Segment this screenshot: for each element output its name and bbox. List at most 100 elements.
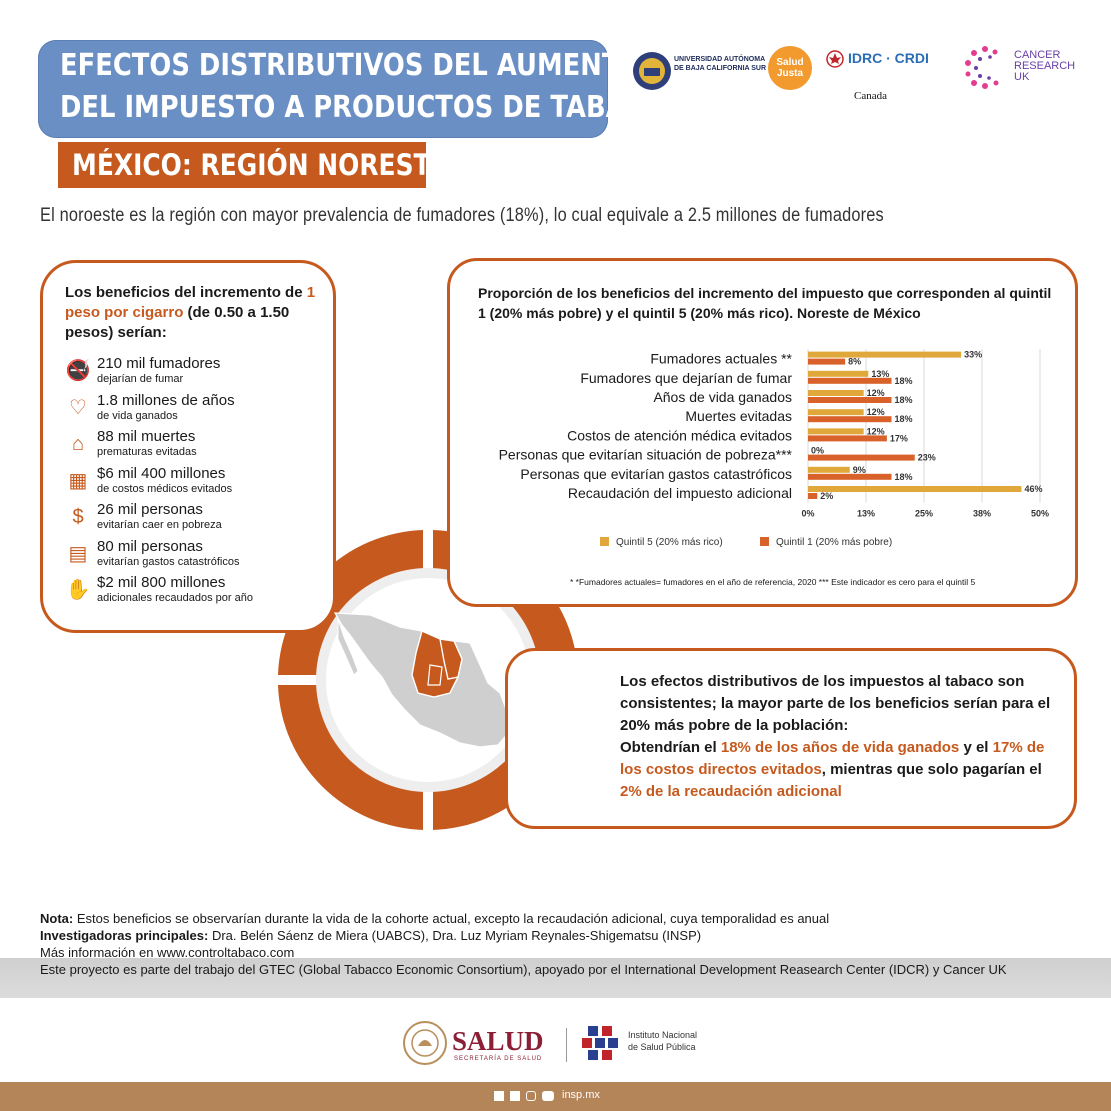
- salud-subtitle: SECRETARÍA DE SALUD: [454, 1056, 543, 1062]
- bar-quintil5: [808, 409, 864, 416]
- uabcs-seal-icon: [633, 52, 671, 90]
- cancer-name-3: UK: [1014, 71, 1030, 83]
- chart-title: Proporción de los beneficios del increme…: [478, 285, 1052, 321]
- bar-quintil1: [808, 435, 887, 442]
- bar-quintil5: [808, 486, 1022, 492]
- benefit-description: de vida ganados: [97, 409, 178, 422]
- twitter-icon[interactable]: [510, 1091, 520, 1101]
- category-label: Personas que evitarían gastos catastrófi…: [520, 466, 792, 482]
- category-label: Años de vida ganados: [653, 389, 792, 405]
- maple-leaf-icon: [826, 50, 844, 68]
- data-label: 2%: [820, 491, 833, 501]
- benefit-item: ♡ 1.8 millones de años de vida ganados: [65, 392, 325, 428]
- data-label: 12%: [867, 426, 885, 436]
- idrc-name: IDRC · CRDI: [848, 50, 929, 66]
- invoice-icon: ▤: [68, 542, 88, 565]
- medical-costs-icon: ▦: [68, 469, 88, 492]
- salud-justa-2: Justa: [776, 68, 804, 79]
- hand-money-icon: ✋: [65, 579, 91, 601]
- title-banner: EFECTOS DISTRIBUTIVOS DEL AUMENTO DEL IM…: [38, 40, 666, 138]
- category-label: Recaudación del impuesto adicional: [568, 485, 792, 501]
- mexico-seal-icon: [403, 1021, 447, 1065]
- benefit-item: ✋ $2 mil 800 millones adicionales recaudad…: [65, 574, 325, 610]
- conclusion-card: Los efectos distributivos de los impuest…: [505, 648, 1077, 829]
- benefit-value: $2 mil 800 millones: [97, 574, 226, 591]
- legend-swatch: [600, 537, 609, 546]
- bar-quintil1: [808, 397, 892, 403]
- conclusion-text: Los efectos distributivos de los impuest…: [620, 673, 1051, 800]
- cancer-research-logo: CANCER RESEARCH UK: [962, 44, 1082, 94]
- data-label: 12%: [867, 388, 885, 398]
- bar-quintil1: [808, 493, 818, 499]
- salud-justa-logo: Salud Justa: [768, 46, 812, 90]
- benefit-description: evitarían caer en pobreza: [97, 519, 222, 531]
- category-label: Fumadores actuales **: [650, 351, 792, 367]
- benefit-description: de costos médicos evitados: [97, 482, 233, 495]
- chart-card: Proporción de los beneficios del increme…: [447, 258, 1078, 607]
- benefit-value: $6 mil 400 millones: [97, 464, 226, 482]
- idrc-logo: IDRC · CRDI Canada: [826, 48, 956, 108]
- title-line-2: DEL IMPUESTO A PRODUCTOS DE TABACO: [60, 90, 667, 125]
- region-title: MÉXICO: REGIÓN NORESTE: [72, 148, 448, 182]
- uabcs-name-1: UNIVERSIDAD AUTÓNOMA: [674, 56, 766, 63]
- social-url[interactable]: insp.mx: [562, 1089, 600, 1101]
- benefit-description: adicionales recaudados por año: [97, 592, 253, 604]
- cancer-research-dots-icon: [965, 46, 999, 89]
- tombstone-icon: ⌂: [71, 433, 85, 455]
- legend-swatch: [760, 537, 769, 546]
- x-tick-label: 0%: [801, 509, 814, 519]
- bar-quintil1: [808, 358, 846, 365]
- benefit-value: 88 mil muertes: [97, 428, 196, 445]
- benefits-heading: Los beneficios del incremento de 1 peso …: [65, 284, 316, 341]
- cancer-name-1: CANCER: [1014, 49, 1061, 61]
- insp-name-2: de Salud Pública: [628, 1042, 696, 1052]
- social-bar: insp.mx: [0, 1082, 1111, 1111]
- data-label: 46%: [1024, 484, 1042, 494]
- benefit-description: prematuras evitadas: [97, 446, 197, 458]
- x-tick-label: 13%: [857, 509, 875, 519]
- data-label: 23%: [918, 453, 936, 463]
- bar-quintil5: [808, 390, 864, 396]
- project-text: Este proyecto es parte del trabajo del G…: [40, 962, 1007, 977]
- bar-quintil5: [808, 351, 962, 358]
- uabcs-logo: UNIVERSIDAD AUTÓNOMA DE BAJA CALIFORNIA …: [632, 50, 766, 94]
- data-label: 17%: [890, 433, 908, 443]
- facebook-icon[interactable]: [494, 1091, 504, 1101]
- data-label: 12%: [867, 407, 885, 417]
- cancer-name-2: RESEARCH: [1014, 60, 1076, 72]
- bar-quintil1: [808, 473, 892, 480]
- benefit-value: 80 mil personas: [97, 537, 203, 555]
- benefit-item: ⌂ 88 mil muertes prematuras evitadas: [65, 428, 325, 464]
- salud-justa-1: Salud: [776, 57, 804, 68]
- no-smoking-icon: 🚭: [65, 360, 91, 382]
- benefit-item: ▤ 80 mil personas evitarían gastos catastr…: [65, 538, 325, 574]
- youtube-icon[interactable]: [542, 1091, 554, 1101]
- category-label: Muertes evitadas: [685, 408, 792, 424]
- instagram-icon[interactable]: [526, 1091, 536, 1101]
- footer-notes: Nota: Estos beneficios se observarían du…: [40, 911, 830, 960]
- benefit-description: dejarían de fumar: [97, 373, 184, 385]
- bar-quintil1: [808, 377, 892, 384]
- insp-name-1: Instituto Nacional: [628, 1030, 698, 1040]
- x-tick-label: 38%: [973, 509, 991, 519]
- region-banner: MÉXICO: REGIÓN NORESTE: [58, 142, 448, 188]
- bar-chart: 0% 13% 25% 38% 50% Fumadores actuales ** 33% 8%…: [499, 349, 1049, 548]
- highlight-peso: 1 peso por cigarro: [65, 284, 316, 321]
- data-label: 18%: [895, 376, 913, 386]
- benefit-item: ▦ $6 mil 400 millones de costos médicos ev…: [65, 465, 325, 501]
- category-label: Fumadores que dejarían de fumar: [580, 370, 792, 386]
- bar-quintil1: [808, 454, 915, 461]
- benefit-value: 1.8 millones de años: [97, 391, 235, 409]
- data-label: 33%: [964, 350, 982, 360]
- intro-text: El noroeste es la región con mayor preva…: [40, 205, 884, 226]
- category-label: Costos de atención médica evitados: [567, 427, 792, 443]
- heartbeat-icon: ♡: [69, 396, 87, 419]
- canada-wordmark: Canada: [854, 90, 887, 102]
- salud-wordmark: SALUD: [452, 1026, 544, 1056]
- benefits-card: Los beneficios del incremento de 1 peso …: [40, 260, 336, 633]
- data-label: 9%: [853, 465, 866, 475]
- data-label: 13%: [871, 369, 889, 379]
- benefit-description: evitarían gastos catastróficos: [97, 555, 240, 568]
- insp-logo-icon: [582, 1026, 618, 1060]
- x-tick-label: 50%: [1031, 509, 1049, 519]
